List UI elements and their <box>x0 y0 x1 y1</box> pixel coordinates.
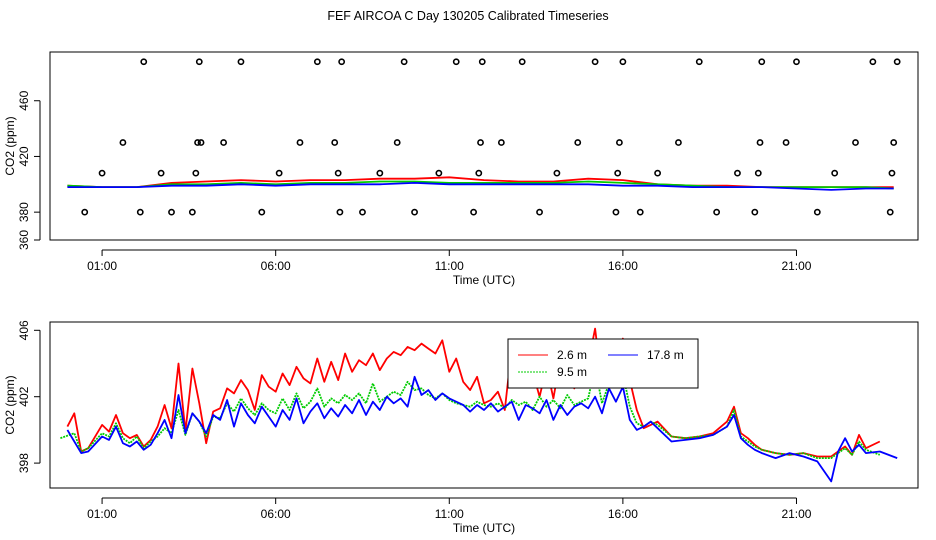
bottom-plot-frame <box>49 321 919 489</box>
top-calibration-point <box>813 208 821 216</box>
bottom-legend-label: 9.5 m <box>557 365 587 379</box>
top-calibration-point <box>497 139 505 146</box>
top-calibration-point <box>574 139 582 146</box>
top-calibration-point <box>734 169 741 177</box>
bottom-x-tick-label: 11:00 <box>435 507 464 521</box>
top-x-tick-label: 01:00 <box>87 259 117 273</box>
top-calibration-point <box>452 58 460 66</box>
top-calibration-point <box>478 58 486 66</box>
top-calibration-point <box>619 58 627 66</box>
top-calibration-point <box>296 139 304 146</box>
top-calibration-point <box>188 208 196 216</box>
top-calibration-point <box>393 139 401 146</box>
top-y-tick-label: 460 <box>17 90 31 110</box>
top-calibration-point <box>831 169 839 177</box>
bottom-series-line-178m <box>66 375 898 483</box>
top-y-tick-label: 360 <box>17 230 31 250</box>
top-calibration-point <box>435 169 443 177</box>
top-calibration-point <box>893 58 901 66</box>
top-calibration-point <box>782 139 790 146</box>
top-calibration-point <box>553 169 561 177</box>
top-x-tick-label: 21:00 <box>781 259 811 273</box>
top-calibration-point <box>793 58 800 66</box>
top-x-tick-label: 16:00 <box>608 259 638 273</box>
top-y-tick-label: 380 <box>17 202 31 222</box>
top-calibration-point <box>890 139 898 146</box>
top-calibration-point <box>81 208 89 216</box>
top-y-tick-label: 420 <box>17 146 31 166</box>
top-calibration-point <box>338 58 346 66</box>
top-calibration-point <box>258 208 266 216</box>
top-calibration-point <box>411 208 418 216</box>
top-calibration-point <box>751 208 759 216</box>
top-calibration-point <box>477 139 484 146</box>
bottom-x-tick-label: 01:00 <box>87 507 117 521</box>
top-calibration-point <box>313 58 321 66</box>
top-calibration-point <box>852 139 859 146</box>
top-calibration-point <box>869 58 877 66</box>
top-calibration-point <box>275 169 283 177</box>
top-calibration-point <box>197 139 205 146</box>
top-calibration-point <box>475 169 483 177</box>
top-calibration-point <box>888 169 896 177</box>
top-calibration-point <box>758 58 766 66</box>
top-calibration-point <box>536 208 543 216</box>
top-calibration-point <box>334 169 342 177</box>
bottom-x-tick-label: 21:00 <box>781 507 811 521</box>
top-calibration-point <box>194 139 201 146</box>
bottom-legend-label: 2.6 m <box>557 348 587 362</box>
top-calibration-point <box>675 139 682 146</box>
top-calibration-point <box>192 169 200 177</box>
top-plot-frame <box>49 51 919 241</box>
bottom-x-axis-label: Time (UTC) <box>453 521 515 535</box>
page-title: FEF AIRCOA C Day 130205 Calibrated Times… <box>327 9 609 23</box>
top-calibration-point <box>237 58 245 66</box>
top-calibration-point <box>695 58 703 66</box>
bottom-y-tick-label: 402 <box>17 386 31 406</box>
top-calibration-point <box>400 58 408 66</box>
top-calibration-point <box>614 169 622 177</box>
top-series-line-178m <box>67 181 894 191</box>
top-calibration-point <box>195 58 203 66</box>
bottom-legend-label: 17.8 m <box>647 348 684 362</box>
top-calibration-point <box>756 139 764 146</box>
top-calibration-point <box>636 208 644 216</box>
top-calibration-point <box>331 139 339 146</box>
bottom-y-tick-label: 406 <box>17 320 31 340</box>
top-calibration-point <box>220 139 227 146</box>
top-calibration-point <box>136 208 144 216</box>
top-calibration-point <box>518 58 526 66</box>
bottom-x-tick-label: 16:00 <box>608 507 638 521</box>
top-calibration-point <box>140 58 148 66</box>
top-calibration-point <box>98 169 106 177</box>
top-calibration-point <box>359 208 366 216</box>
bottom-y-tick-label: 398 <box>17 453 31 473</box>
top-calibration-point <box>376 169 384 177</box>
bottom-y-axis-label: CO2 (ppm) <box>3 375 17 434</box>
top-calibration-point <box>654 169 661 177</box>
top-calibration-point <box>754 169 762 177</box>
bottom-legend-box <box>507 338 699 389</box>
top-calibration-point <box>336 208 344 216</box>
top-calibration-point <box>157 169 165 177</box>
top-calibration-point <box>470 208 477 216</box>
bottom-x-tick-label: 06:00 <box>261 507 291 521</box>
bottom-series-line-26m <box>66 327 881 458</box>
top-calibration-point <box>591 58 599 66</box>
top-calibration-point <box>612 208 620 216</box>
top-calibration-point <box>119 139 127 146</box>
top-x-axis-label: Time (UTC) <box>453 273 515 287</box>
top-y-axis-label: CO2 (ppm) <box>3 116 17 175</box>
top-calibration-point <box>168 208 175 216</box>
top-x-tick-label: 06:00 <box>261 259 291 273</box>
top-calibration-point <box>886 208 894 216</box>
top-calibration-point <box>713 208 721 216</box>
top-calibration-point <box>616 139 623 146</box>
top-x-tick-label: 11:00 <box>435 259 464 273</box>
